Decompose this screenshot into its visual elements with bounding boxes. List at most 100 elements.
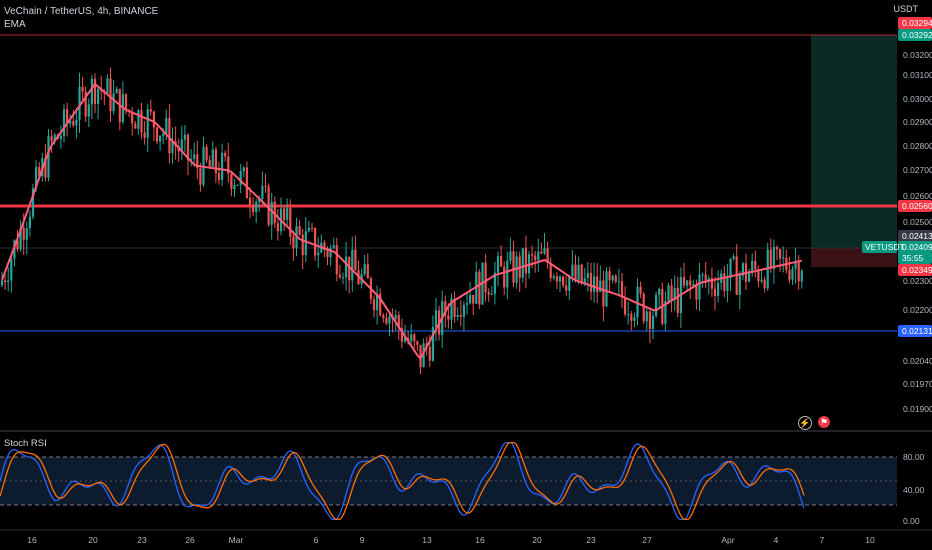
candle-body [655,294,658,316]
candle-body [565,285,568,291]
candle-body [574,264,577,281]
candle-body [354,249,357,271]
candle-body [199,168,202,185]
candle-body [258,198,261,203]
candle-body [149,109,152,112]
candle-body [97,88,100,105]
candle-body [289,207,292,237]
candle-body [419,344,422,368]
candle-body [670,285,673,301]
candle-body [726,278,729,292]
candle-body [131,111,134,124]
candle-body [162,133,165,136]
time-axis-ticks[interactable]: 16 20 23 26 Mar 6 9 13 16 20 23 27 Apr 4 7 10 [27,535,875,545]
candle-body [689,280,692,286]
time-tick: 4 [774,535,779,545]
candle-body [124,94,128,111]
lightning-icon[interactable]: ⚡ [798,416,812,430]
candle-body [338,274,341,278]
price-tag-countdown: 35:55 [898,252,932,264]
candle-body [208,160,211,167]
candle-body [90,78,93,105]
candle-body [152,111,155,128]
candle-body [72,121,75,126]
candle-body [534,255,537,261]
candle-body [239,171,242,185]
price-tick: 0.02600 [903,191,932,201]
candle-body [664,301,667,324]
candle-body [394,315,397,320]
candle-body [66,109,69,124]
candle-body [751,260,754,273]
candle-body [686,280,689,286]
candle-body [75,119,78,126]
candle-body [620,281,624,298]
candle-body [540,251,543,254]
time-tick: 27 [642,535,652,545]
candle-body [22,227,25,240]
candle-body [146,109,149,138]
candle-body [673,287,676,301]
candle-body [428,346,431,361]
candle-body [465,303,469,305]
candle-body [171,141,174,154]
candle-body [211,149,214,167]
price-axis-ticks[interactable]: 0.03200 0.03100 0.03000 0.02900 0.02800 0.027… [903,50,932,414]
candle-body [283,208,286,220]
svg-text:0.02560: 0.02560 [902,201,932,211]
candle-body [221,152,224,180]
candle-body [695,284,698,300]
stoch-rsi-label[interactable]: Stoch RSI [4,438,47,449]
rsi-tick: 0.00 [903,516,920,526]
candle-body [193,154,196,160]
price-tick: 0.03100 [903,70,932,80]
candle-body [704,274,707,282]
candles-layer [0,67,803,375]
candle-body [617,281,620,283]
candle-body [329,247,332,258]
candle-body [701,274,704,276]
candle-body [450,298,453,320]
price-tag-stop: 0.02349 [898,264,932,276]
candle-body [143,132,146,138]
candle-body [586,272,589,279]
candle-body [217,173,221,180]
candle-body [245,167,248,199]
time-tick: 23 [586,535,596,545]
candle-body [348,256,351,281]
time-tick: 26 [185,535,195,545]
candle-body [62,109,66,136]
candle-body [800,270,803,282]
rsi-tick: 40.00 [903,485,925,495]
candle-body [363,264,366,275]
candle-body [562,276,565,286]
candle-body [599,280,602,293]
candle-body [558,276,562,282]
ema-line [1,82,803,361]
candle-body [236,184,239,186]
candle-body [611,275,614,281]
candle-body [531,254,534,256]
candle-body [286,207,289,220]
candle-body [196,154,199,169]
indicator-label[interactable]: EMA [4,19,26,30]
candle-body [549,262,552,279]
svg-text:0.02349: 0.02349 [902,265,932,275]
candle-body [168,117,171,154]
candle-body [577,264,580,281]
time-tick: 13 [422,535,432,545]
time-tick: 7 [820,535,825,545]
candle-body [53,134,56,142]
price-tag-target: 0.03292 [898,29,932,41]
time-tick: 16 [27,535,37,545]
price-tick: 0.01970 [903,379,932,389]
flag-icon[interactable]: ⚑ [818,416,830,428]
candle-body [593,276,596,292]
candle-body [639,286,642,294]
candle-body [493,272,496,294]
candle-body [372,299,376,311]
candle-body [627,314,630,316]
candle-body [676,287,679,314]
candle-body [25,228,28,240]
